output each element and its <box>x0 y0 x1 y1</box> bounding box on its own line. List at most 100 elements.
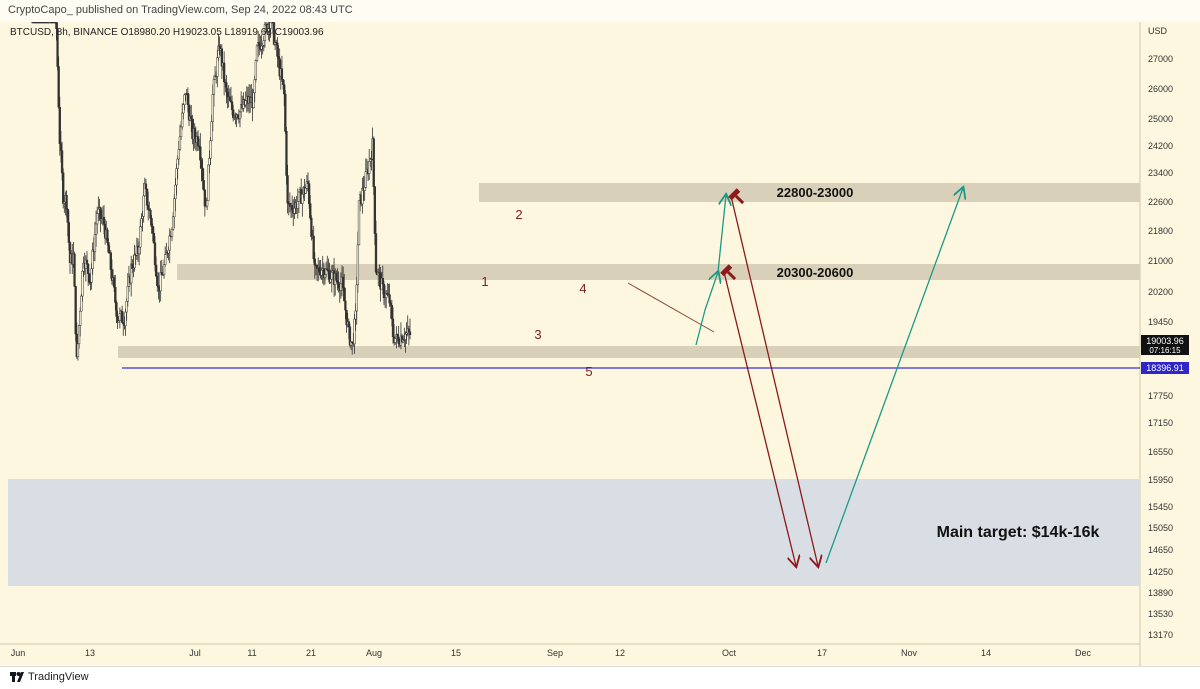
candle-body <box>238 111 242 120</box>
candle-body <box>381 278 384 285</box>
candle-body <box>141 216 144 219</box>
candle-body <box>344 300 347 311</box>
candle-body <box>355 284 358 312</box>
candle-body <box>137 246 141 255</box>
y-tick-label: 13530 <box>1148 609 1173 619</box>
candle-body <box>140 218 143 227</box>
x-tick-label: 15 <box>451 648 461 658</box>
candle-body <box>391 318 395 337</box>
candle-body <box>66 209 69 223</box>
candle-body <box>281 79 285 85</box>
publish-header: CryptoCapo_ published on TradingView.com… <box>0 0 1200 23</box>
candle-body <box>186 93 190 105</box>
candle-body <box>118 313 122 321</box>
y-tick-label: 17150 <box>1148 418 1173 428</box>
candle-body <box>285 131 288 176</box>
candle-body <box>59 143 63 151</box>
candle-body <box>90 268 93 283</box>
x-tick-label: 12 <box>615 648 625 658</box>
candle-body <box>62 172 65 204</box>
x-tick-label: 17 <box>817 648 827 658</box>
x-tick-label: Jun <box>11 648 26 658</box>
candle-body <box>96 213 99 225</box>
candle-body <box>190 115 193 120</box>
candle-body <box>373 186 377 234</box>
y-tick-label: 16550 <box>1148 447 1173 457</box>
candle-body <box>280 68 284 80</box>
x-tick-label: 11 <box>247 648 256 658</box>
candle-body <box>330 271 333 280</box>
candle-body <box>114 287 117 303</box>
bar-countdown: 07:16:15 <box>1149 346 1181 355</box>
candle-body <box>323 274 327 279</box>
candle-body <box>225 82 228 93</box>
candle-body <box>125 300 128 313</box>
candle-body <box>77 325 81 345</box>
candle-body <box>313 258 316 266</box>
candle-body <box>207 164 210 201</box>
candle-body <box>147 205 150 210</box>
x-tick-label: 14 <box>981 648 991 658</box>
candle-body <box>167 249 170 254</box>
candle-body <box>183 94 186 105</box>
candle-body <box>296 201 299 209</box>
y-tick-label: 22600 <box>1148 197 1173 207</box>
y-tick-label: 17750 <box>1148 391 1173 401</box>
candle-body <box>150 218 153 227</box>
candle-body <box>201 167 204 181</box>
candle-body <box>389 302 392 306</box>
candle-body <box>156 275 159 286</box>
x-tick-label: Aug <box>366 648 382 658</box>
candle-body <box>177 149 180 160</box>
candle-body <box>80 295 83 312</box>
candle-body <box>357 200 361 246</box>
candle-body <box>312 235 315 260</box>
candle-body <box>262 40 265 46</box>
zone-label-20300: 20300-20600 <box>777 265 854 280</box>
main-target-label: Main target: $14k-16k <box>937 524 1100 541</box>
candle-body <box>193 128 196 138</box>
candle-body <box>320 269 323 276</box>
candle-body <box>309 203 312 219</box>
candle-body <box>97 208 100 214</box>
candle-body <box>174 184 177 200</box>
candle-body <box>86 263 90 275</box>
zone-label-22800: 22800-23000 <box>777 185 854 200</box>
candle-body <box>283 84 286 95</box>
candle-body <box>210 121 213 141</box>
candle-body <box>200 159 203 169</box>
symbol-ohlc-legend: BTCUSD, 8h, BINANCE O18980.20 H19023.05 … <box>10 27 324 38</box>
candle-body <box>276 42 279 57</box>
candle-body <box>356 244 360 286</box>
price-chart[interactable]: 22800-23000 20300-20600 Main target: $14… <box>0 22 1200 666</box>
wave-label-2: 2 <box>515 207 522 222</box>
y-tick-label: 23400 <box>1148 168 1173 178</box>
candle-body <box>228 96 231 101</box>
candle-body <box>115 302 118 317</box>
y-tick-label: 25000 <box>1148 114 1173 124</box>
footer-bar <box>0 666 1200 689</box>
candle-body <box>335 273 338 281</box>
candle-body <box>173 198 176 218</box>
candle-body <box>57 66 60 108</box>
candle-body <box>94 223 98 235</box>
candle-body <box>178 136 182 150</box>
candlestick-series <box>31 22 412 361</box>
candle-body <box>301 193 304 204</box>
candle-body <box>343 287 346 302</box>
y-tick-label: 20200 <box>1148 287 1173 297</box>
candle-body <box>290 205 294 211</box>
descending-trendline[interactable] <box>627 282 715 333</box>
bearish-arrow-1 <box>723 271 796 566</box>
candle-body <box>397 337 400 344</box>
candle-body <box>152 232 156 244</box>
candle-body <box>253 79 256 94</box>
candle-body <box>277 56 280 59</box>
candle-body <box>254 60 258 80</box>
candle-body <box>222 62 226 83</box>
bullish-arrow-3 <box>825 188 963 564</box>
candle-body <box>93 234 97 253</box>
candle-body <box>164 254 167 265</box>
candle-body <box>211 94 214 122</box>
support-price-badge <box>1141 362 1189 374</box>
